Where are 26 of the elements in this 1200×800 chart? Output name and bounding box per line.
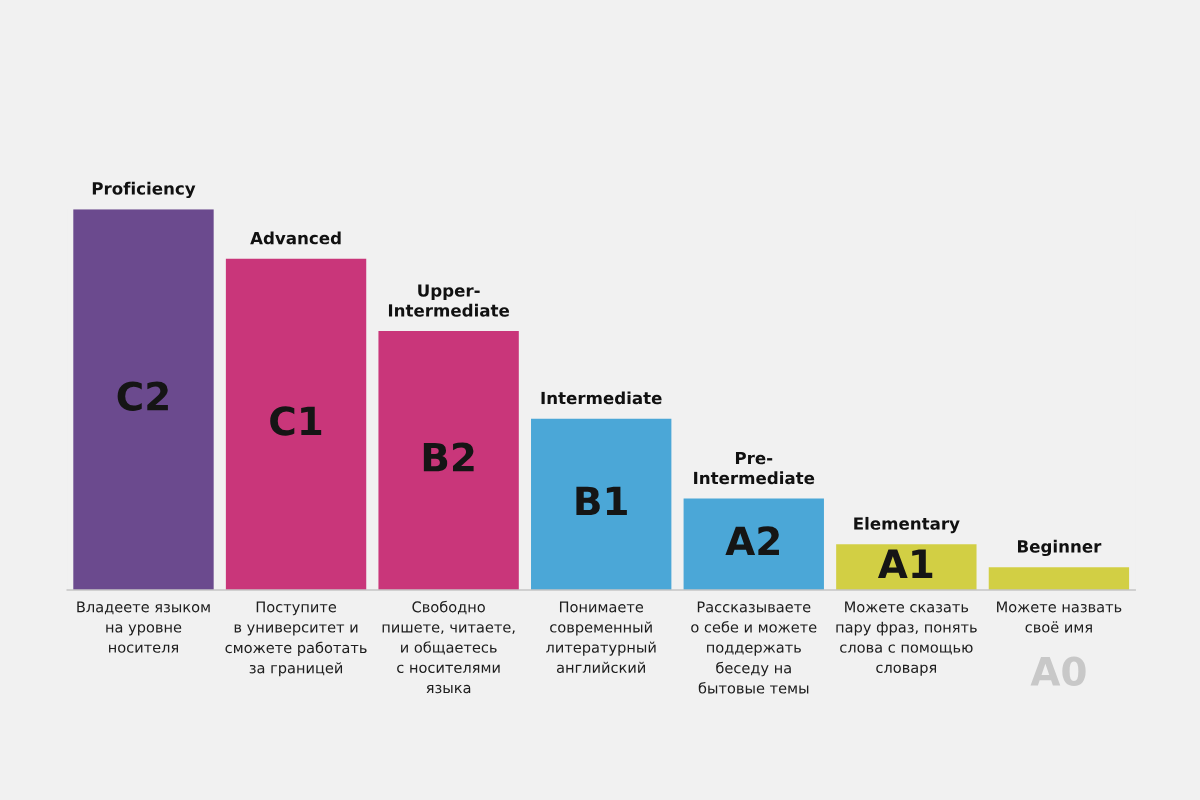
annotation: Upper- Intermediate (388, 284, 510, 317)
text: Поступите в университет и сможете работать за границей (225, 601, 367, 677)
text: Понимаете современный литературный английский (546, 601, 656, 674)
bar (73, 209, 214, 590)
x-tick-label: A2 (725, 526, 779, 556)
annotation: Beginner (1017, 539, 1102, 557)
x-tick-label: C2 (117, 381, 168, 411)
annotation: Advanced (250, 231, 341, 245)
bar (225, 258, 367, 590)
bar (531, 418, 672, 590)
x-tick-label: B1 (576, 486, 627, 516)
annotation: Elementary (854, 516, 960, 534)
annotation: Proficiency (92, 181, 196, 199)
bar (988, 567, 1130, 590)
bar (683, 498, 824, 590)
x-tick-label: A1 (877, 549, 933, 578)
text: Можете сказать пару фраз, понять слова с помощью словаря (836, 601, 977, 676)
text: Можете назвать своё имя (997, 601, 1122, 633)
text: Свободно пишете, читаете, и общаетесь с носителями языка (382, 600, 515, 694)
annotation: Intermediate (541, 391, 662, 405)
x-tick-label: C1 (270, 406, 322, 436)
text: Рассказываете о себе и можете поддержать беседу на бытовые темы (691, 601, 817, 694)
bar (378, 331, 519, 590)
x-tick-label: B2 (423, 442, 474, 472)
text: Владеете языком на уровне носителя (77, 601, 210, 653)
annotation: Pre- Intermediate (694, 451, 815, 485)
